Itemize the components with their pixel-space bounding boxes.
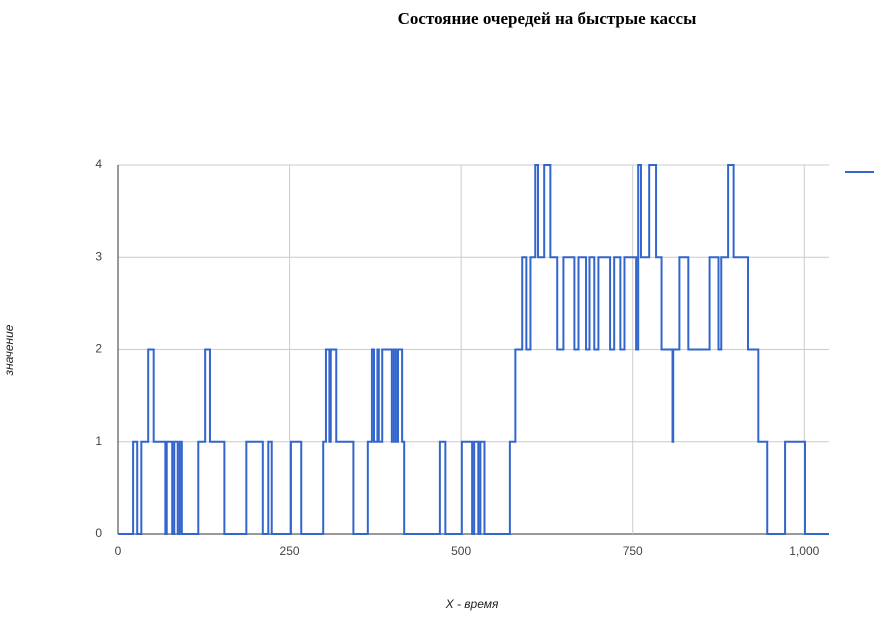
y-tick-label: 1 <box>95 434 102 448</box>
y-tick-label: 2 <box>95 342 102 356</box>
x-tick-label: 500 <box>451 544 471 558</box>
y-axis-title: значение <box>2 324 16 376</box>
y-tick-label: 4 <box>95 157 102 171</box>
x-tick-label: 0 <box>115 544 122 558</box>
data-line <box>118 164 829 535</box>
x-axis-title: X - время <box>445 597 499 611</box>
y-tick-label: 3 <box>95 249 102 263</box>
x-tick-label: 750 <box>623 544 643 558</box>
x-tick-label: 1,000 <box>789 544 819 558</box>
y-tick-label: 0 <box>95 526 102 540</box>
chart-title: Состояние очередей на быстрые кассы <box>398 9 697 28</box>
x-tick-label: 250 <box>280 544 300 558</box>
